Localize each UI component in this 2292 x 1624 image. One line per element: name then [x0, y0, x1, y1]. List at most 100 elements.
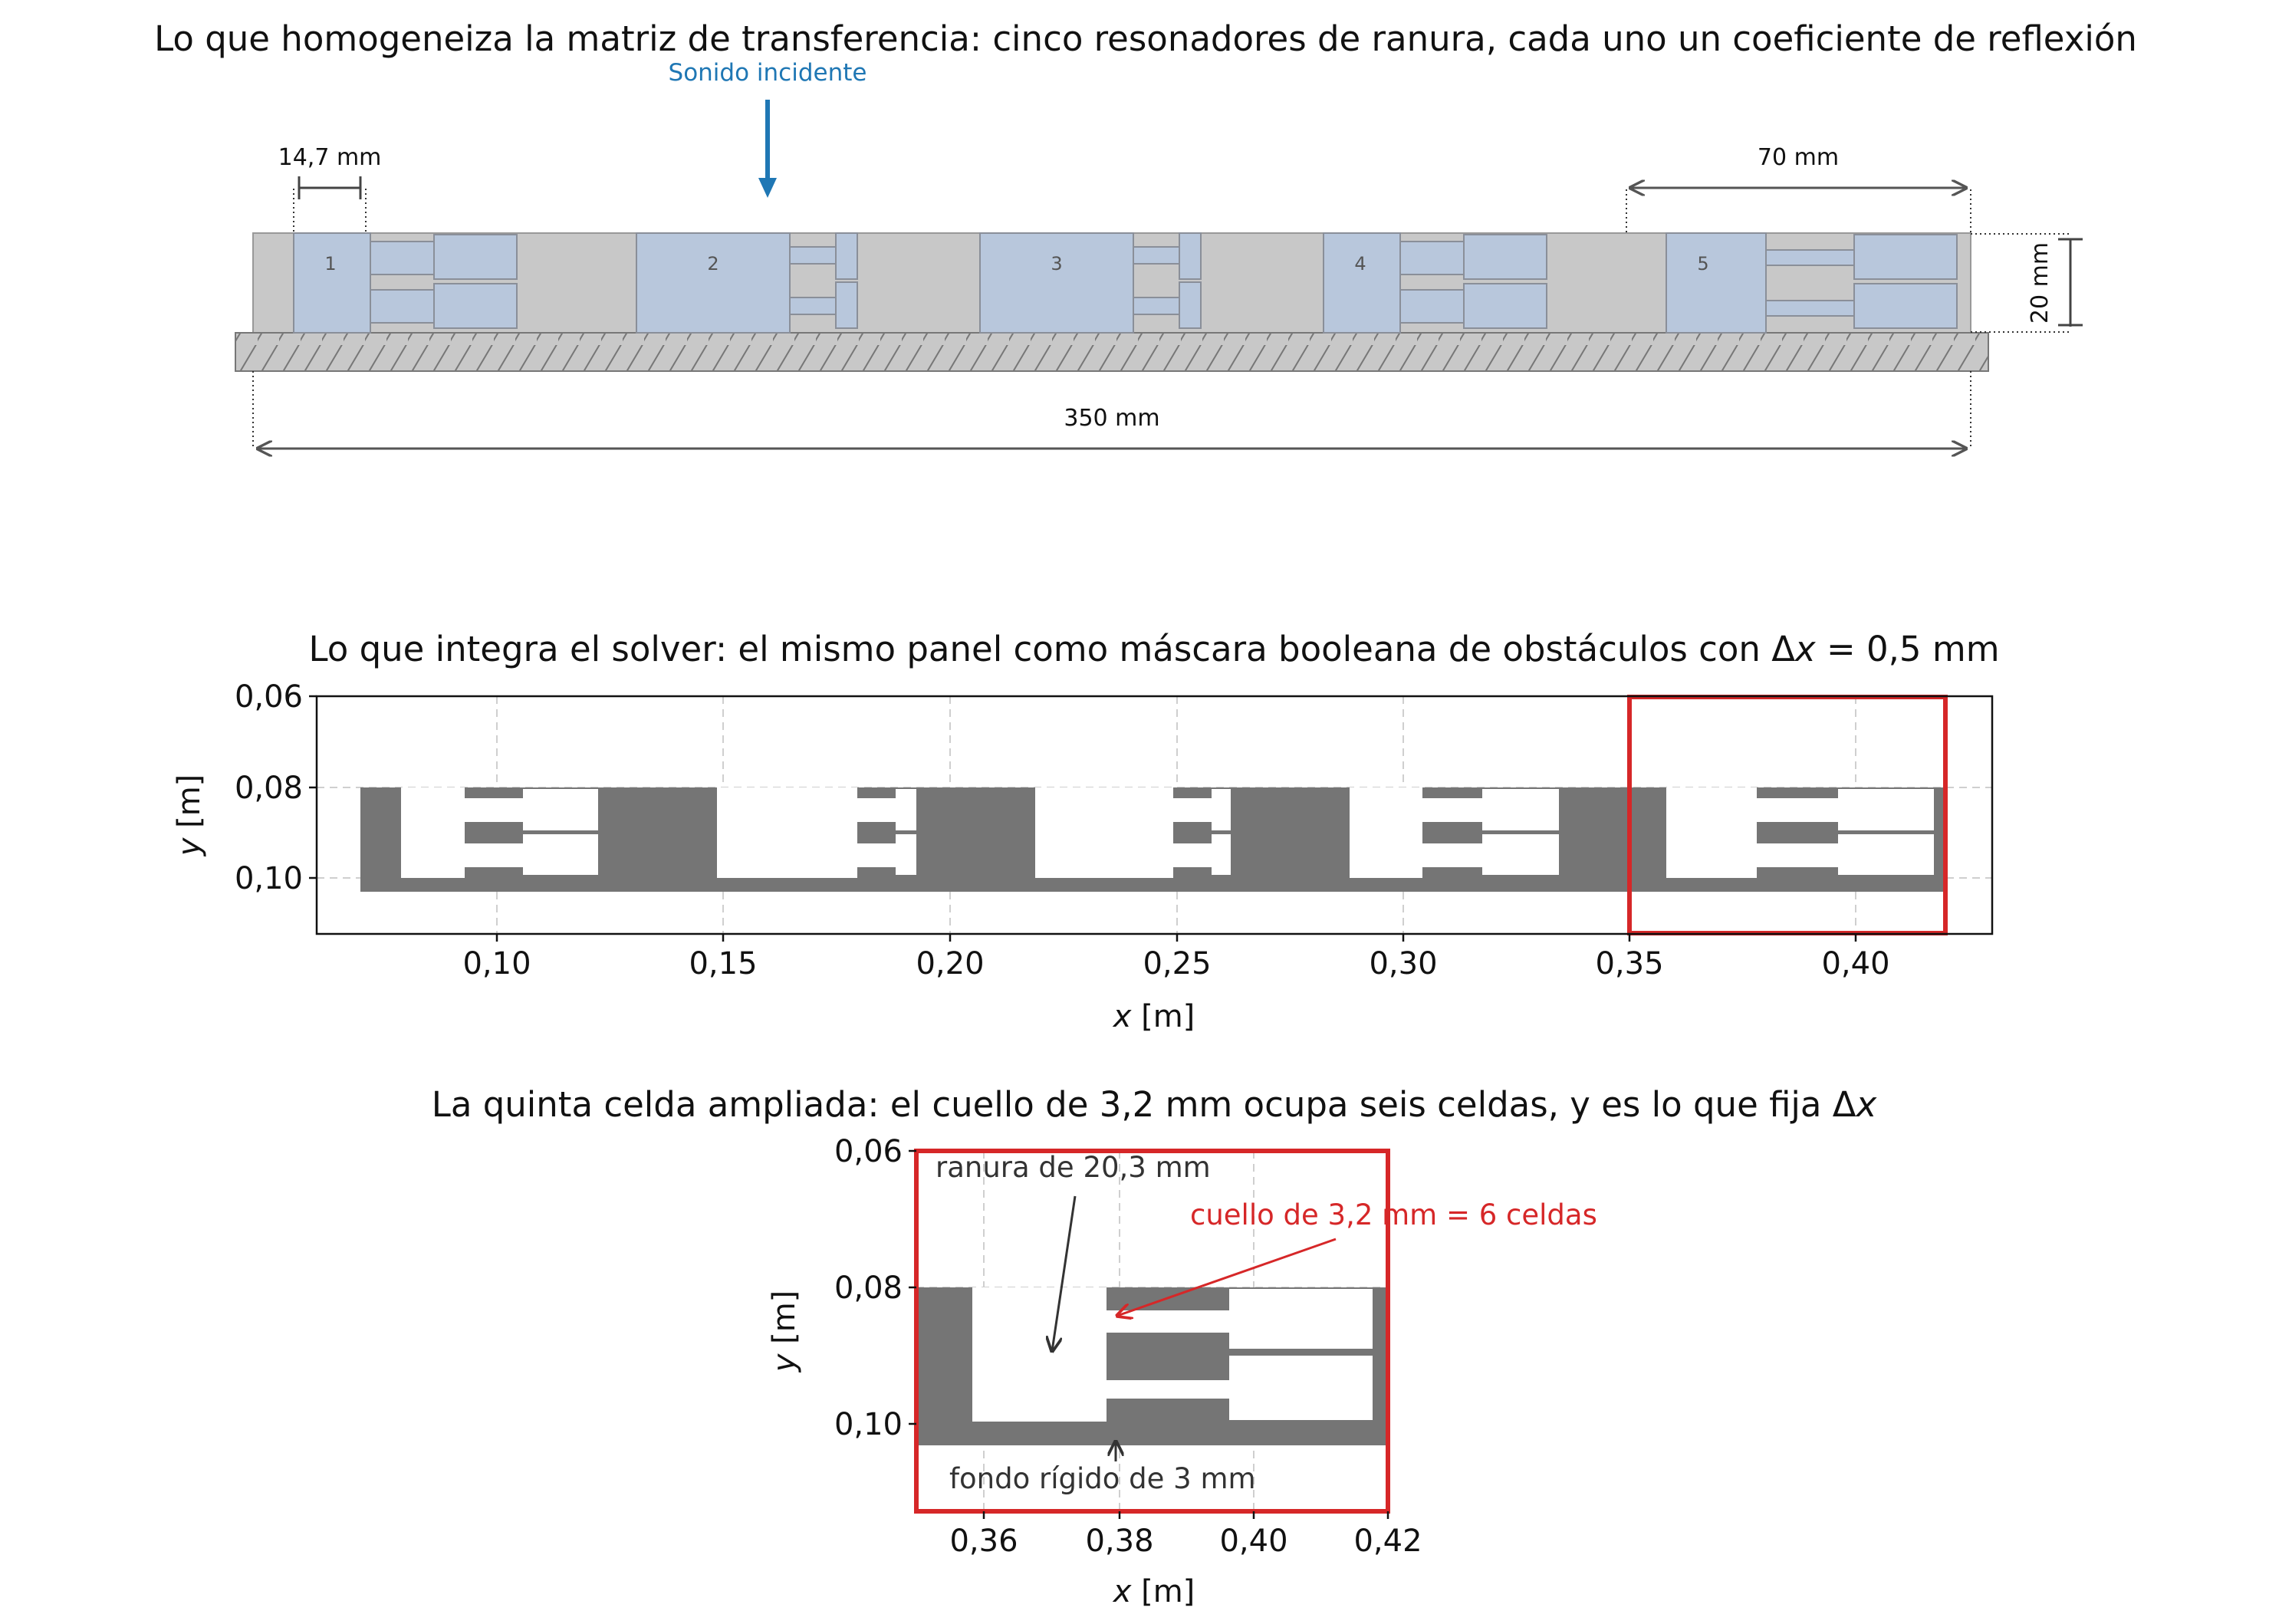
panel3-ylabel: y [m]	[767, 1290, 802, 1373]
panel3-mask	[916, 1287, 1388, 1445]
panel3-frame	[914, 1149, 1390, 1514]
resonator-cavity	[433, 234, 518, 280]
neck-bar	[1757, 787, 1838, 798]
dim-height-label: 20 mm	[2027, 242, 2054, 324]
annotation-neck: cuello de 3,2 mm = 6 celdas	[1117, 1198, 1597, 1316]
resonator-cavity	[1179, 281, 1202, 329]
resonator-number: 5	[1697, 253, 1708, 275]
panel1-title: Lo que homogeneiza la matriz de transfer…	[154, 18, 2137, 59]
incident-label: Sonido incidente	[669, 59, 867, 87]
incident-sound-arrow: Sonido incidente	[669, 59, 867, 198]
annotation-neck-label: cuello de 3,2 mm = 6 celdas	[1190, 1198, 1597, 1231]
mask-cell-1	[401, 787, 598, 878]
x-tick-label: 0,42	[1353, 1524, 1422, 1559]
y-tick-label: 0,08	[235, 771, 303, 806]
resonator-cavity	[433, 283, 518, 329]
resonator-neck	[1399, 241, 1465, 275]
resonator-2: 2	[636, 232, 858, 334]
cavity-separator	[896, 830, 916, 834]
panel3-ticks: 0,36 0,38 0,40 0,42 0,06 0,08 0,10	[834, 1134, 1422, 1559]
resonator-1: 1	[293, 232, 518, 334]
panel2-title: Lo que integra el solver: el mismo panel…	[308, 629, 1999, 669]
cavity-separator	[1212, 830, 1231, 834]
annotation-backing-label: fondo rígido de 3 mm	[949, 1462, 1256, 1495]
neck-bar	[857, 867, 896, 878]
resonator-neck	[1133, 297, 1180, 315]
resonator-number: 3	[1051, 253, 1062, 275]
dim-period-label: 70 mm	[1758, 144, 1839, 171]
annotation-slot-label: ranura de 20,3 mm	[936, 1151, 1211, 1184]
annotation-slot: ranura de 20,3 mm	[936, 1151, 1211, 1351]
resonator-5: 5	[1666, 232, 1958, 334]
x-tick-label: 0,30	[1369, 946, 1437, 981]
dim-height: 20 mm	[1971, 233, 2083, 333]
neck-bar	[1173, 822, 1212, 843]
zoom-cavity-separator	[1229, 1349, 1373, 1356]
neck-bar	[1422, 867, 1482, 878]
y-tick-label: 0,10	[834, 1407, 903, 1442]
resonator-slot	[293, 232, 371, 334]
neck-bar	[465, 822, 523, 843]
cavity-separator	[1482, 830, 1559, 834]
neck-bar	[1757, 822, 1838, 843]
cavity-separator	[523, 830, 598, 834]
neck-bar	[857, 787, 896, 798]
slot-opening	[1035, 787, 1173, 878]
resonator-slot	[1323, 232, 1401, 334]
resonator-cavity	[1179, 232, 1202, 280]
resonator-cavity	[835, 281, 858, 329]
panel2-xlabel: x [m]	[1112, 999, 1195, 1034]
mask-cell-5	[1666, 787, 1934, 878]
dim-period: 70 mm	[1626, 144, 1971, 233]
resonator-3: 3	[979, 232, 1202, 334]
resonator-neck	[1133, 246, 1180, 265]
slot-opening	[717, 787, 857, 878]
zoom-slot-opening	[972, 1287, 1107, 1422]
x-tick-label: 0,15	[689, 946, 757, 981]
x-tick-label: 0,36	[949, 1524, 1018, 1559]
x-tick-label: 0,20	[916, 946, 984, 981]
neck-bar	[1422, 787, 1482, 798]
resonator-number: 2	[707, 253, 719, 275]
dim-total-label: 350 mm	[1064, 405, 1159, 432]
neck-bar	[465, 867, 523, 878]
mask-cell-2	[717, 787, 916, 878]
resonator-neck	[1765, 300, 1855, 317]
resonator-neck	[370, 289, 435, 324]
resonator-cavity	[1853, 234, 1958, 280]
x-tick-label: 0,40	[1219, 1524, 1287, 1559]
panel2-frame	[315, 695, 1994, 935]
resonator-slot	[636, 232, 791, 334]
panel2-mask	[360, 787, 1948, 892]
slot-opening	[401, 787, 465, 878]
dim-cell-width-label: 14,7 mm	[278, 144, 382, 171]
x-tick-label: 0,25	[1143, 946, 1211, 981]
resonator-neck	[370, 241, 435, 275]
y-tick-label: 0,06	[834, 1134, 903, 1169]
resonator-cavity	[1463, 283, 1547, 329]
panel2-ylabel: y [m]	[172, 774, 207, 857]
slot-opening	[1350, 787, 1422, 878]
neck-bar	[857, 822, 896, 843]
x-tick-label: 0,38	[1085, 1524, 1153, 1559]
panel2-ticks: 0,10 0,15 0,20 0,25 0,30 0,35 0,40 0,06 0,08 0,10	[235, 679, 1890, 981]
resonator-neck	[1399, 289, 1465, 324]
resonator-slot	[1666, 232, 1767, 334]
resonators: 1 2 3 4 5	[293, 232, 1958, 334]
neck-bar	[465, 787, 523, 798]
y-tick-label: 0,06	[235, 679, 303, 715]
neck-bar	[1173, 787, 1212, 798]
resonator-cavity	[1853, 283, 1958, 329]
resonator-slot	[979, 232, 1134, 334]
mask-cell-4	[1350, 787, 1559, 878]
panel3-title: La quinta celda ampliada: el cuello de 3…	[432, 1084, 1877, 1125]
x-tick-label: 0,35	[1595, 946, 1663, 981]
resonator-neck	[789, 297, 837, 315]
slot-opening	[1666, 787, 1757, 878]
resonator-number: 1	[324, 253, 336, 275]
x-tick-label: 0,10	[462, 946, 531, 981]
y-tick-label: 0,08	[834, 1271, 903, 1306]
resonator-cavity	[835, 232, 858, 280]
resonator-cavity	[1463, 234, 1547, 280]
